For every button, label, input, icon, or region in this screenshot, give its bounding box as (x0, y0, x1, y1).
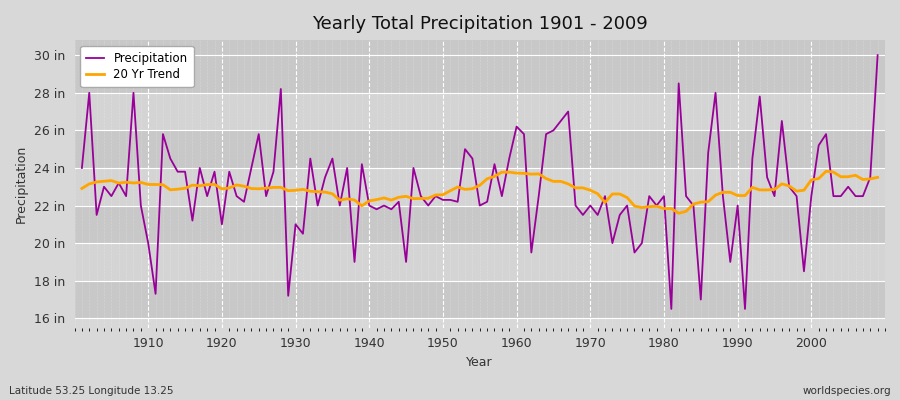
20 Yr Trend (872, 175, 883, 180)
Text: worldspecies.org: worldspecies.org (803, 386, 891, 396)
Bar (75, 40, 885, 55)
Precipitation (504, 156, 515, 161)
Bar (75, 55, 885, 93)
Line: 20 Yr Trend: 20 Yr Trend (82, 171, 878, 213)
Bar (75, 206, 885, 243)
Bar (75, 281, 885, 318)
20 Yr Trend (821, 169, 832, 174)
Precipitation (135, 203, 146, 208)
20 Yr Trend (504, 170, 515, 174)
Precipitation (298, 231, 309, 236)
Bar (75, 130, 885, 168)
Bar (75, 93, 885, 130)
Precipitation (666, 306, 677, 311)
Precipitation (511, 124, 522, 129)
Precipitation (342, 166, 353, 170)
Line: Precipitation: Precipitation (82, 55, 878, 309)
20 Yr Trend (342, 196, 353, 201)
X-axis label: Year: Year (466, 356, 493, 369)
Bar (75, 168, 885, 206)
20 Yr Trend (135, 180, 146, 185)
20 Yr Trend (76, 186, 87, 191)
Bar (75, 243, 885, 281)
Precipitation (872, 53, 883, 58)
20 Yr Trend (511, 171, 522, 176)
Precipitation (76, 166, 87, 170)
Precipitation (599, 194, 610, 198)
20 Yr Trend (673, 211, 684, 216)
Y-axis label: Precipitation: Precipitation (15, 145, 28, 223)
Legend: Precipitation, 20 Yr Trend: Precipitation, 20 Yr Trend (80, 46, 194, 87)
Text: Latitude 53.25 Longitude 13.25: Latitude 53.25 Longitude 13.25 (9, 386, 174, 396)
20 Yr Trend (298, 187, 309, 192)
Title: Yearly Total Precipitation 1901 - 2009: Yearly Total Precipitation 1901 - 2009 (312, 15, 648, 33)
20 Yr Trend (599, 200, 610, 205)
